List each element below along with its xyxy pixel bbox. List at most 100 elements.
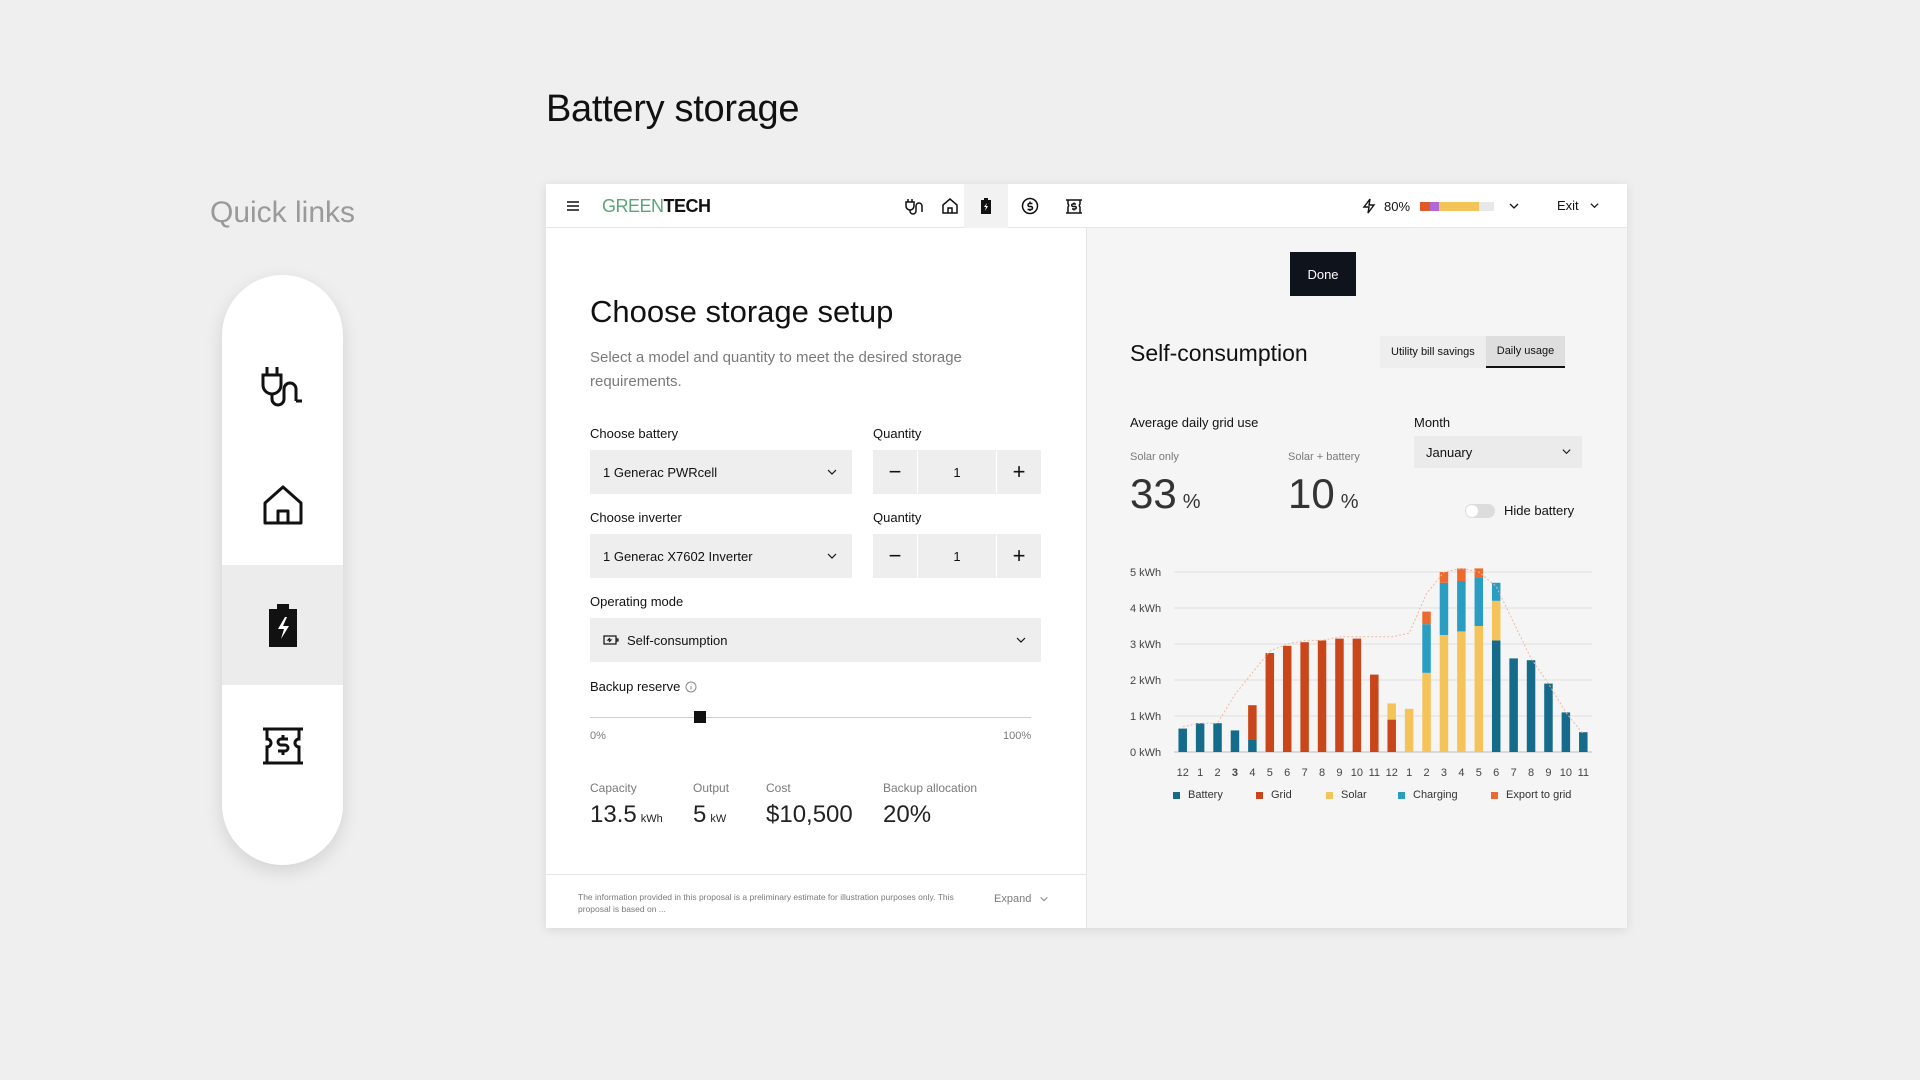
exit-button[interactable]: Exit bbox=[1557, 198, 1600, 213]
bar-battery[interactable] bbox=[1230, 730, 1240, 752]
decrement-button[interactable]: − bbox=[888, 459, 902, 484]
operating-mode-select[interactable]: Self-consumption bbox=[590, 618, 1041, 662]
backup-allocation-value: 20% bbox=[883, 801, 932, 828]
nav-savings[interactable] bbox=[1008, 184, 1052, 228]
bar-grid[interactable] bbox=[1282, 645, 1292, 752]
decrement-button[interactable]: − bbox=[888, 543, 902, 568]
bar-battery[interactable] bbox=[1491, 640, 1501, 752]
x-tick-label: 6 bbox=[1284, 767, 1290, 779]
quick-link-incentive[interactable] bbox=[222, 685, 343, 805]
quick-link-plug[interactable] bbox=[222, 325, 343, 445]
cost-label: Cost bbox=[766, 781, 791, 795]
top-navigation-bar: GREENTECH bbox=[546, 184, 1627, 228]
bar-charging[interactable] bbox=[1439, 582, 1449, 635]
nav-incentives[interactable] bbox=[1052, 184, 1096, 228]
bar-charging[interactable] bbox=[1491, 582, 1501, 601]
x-tick-label: 12 bbox=[1386, 767, 1398, 779]
backup-reserve-slider-thumb[interactable] bbox=[694, 711, 707, 723]
operating-mode-label: Operating mode bbox=[590, 594, 684, 609]
bar-grid[interactable] bbox=[1387, 719, 1396, 752]
done-button[interactable]: Done bbox=[1290, 252, 1356, 296]
bar-export-to-grid[interactable] bbox=[1457, 568, 1466, 581]
bar-export-to-grid[interactable] bbox=[1422, 611, 1431, 625]
bar-battery[interactable] bbox=[1248, 739, 1257, 752]
x-tick-label: 10 bbox=[1560, 767, 1572, 779]
bar-battery[interactable] bbox=[1526, 660, 1536, 752]
battery-select[interactable]: 1 Generac PWRcell bbox=[590, 450, 852, 494]
legend-charging: Charging bbox=[1398, 789, 1458, 801]
y-tick-label: 1 kWh bbox=[1130, 711, 1161, 723]
increment-button[interactable]: + bbox=[1012, 459, 1026, 484]
x-tick-label: 8 bbox=[1319, 767, 1325, 779]
bar-solar[interactable] bbox=[1491, 600, 1501, 641]
quick-link-home[interactable] bbox=[222, 445, 343, 565]
setup-subtitle: Select a model and quantity to meet the … bbox=[590, 349, 962, 390]
bar-solar[interactable] bbox=[1439, 635, 1449, 752]
bar-grid[interactable] bbox=[1300, 642, 1309, 752]
chevron-down-icon bbox=[1590, 203, 1599, 209]
expand-button[interactable]: Expand bbox=[994, 893, 1049, 905]
quick-link-battery[interactable] bbox=[222, 565, 343, 685]
logo: GREENTECH bbox=[602, 196, 711, 216]
solar-battery-value: 10% bbox=[1288, 470, 1359, 517]
bar-battery[interactable] bbox=[1561, 712, 1571, 752]
hide-battery-toggle[interactable] bbox=[1465, 504, 1495, 518]
y-tick-label: 5 kWh bbox=[1130, 567, 1161, 579]
legend-export-to-grid: Export to grid bbox=[1491, 789, 1571, 801]
increment-button[interactable]: + bbox=[1012, 543, 1026, 568]
backup-reserve-slider-track[interactable] bbox=[590, 717, 1031, 718]
month-select[interactable]: January bbox=[1414, 436, 1582, 468]
bar-export-to-grid[interactable] bbox=[1474, 568, 1484, 578]
quick-links-rail bbox=[222, 275, 343, 865]
info-icon[interactable] bbox=[685, 681, 697, 693]
nav-battery[interactable] bbox=[964, 184, 1008, 228]
bar-solar[interactable] bbox=[1422, 672, 1431, 752]
x-tick-label: 1 bbox=[1406, 767, 1412, 779]
disclaimer-text: The information provided in this proposa… bbox=[578, 892, 954, 914]
inverter-quantity-value[interactable]: 1 bbox=[917, 534, 997, 578]
energy-indicator[interactable]: 80% bbox=[1362, 197, 1520, 215]
bar-grid[interactable] bbox=[1352, 638, 1362, 752]
x-tick-label: 2 bbox=[1423, 767, 1429, 779]
bar-export-to-grid[interactable] bbox=[1439, 572, 1449, 583]
tab-utility-bill-savings[interactable]: Utility bill savings bbox=[1380, 336, 1486, 368]
battery-quantity-value[interactable]: 1 bbox=[917, 450, 997, 494]
battery-label: Choose battery bbox=[590, 426, 679, 441]
tab-daily-usage[interactable]: Daily usage bbox=[1485, 336, 1566, 368]
inverter-select[interactable]: 1 Generac X7602 Inverter bbox=[590, 534, 852, 578]
bar-charging[interactable] bbox=[1457, 581, 1466, 632]
bar-grid[interactable] bbox=[1317, 640, 1327, 752]
solar-only-label: Solar only bbox=[1130, 451, 1179, 463]
bar-grid[interactable] bbox=[1265, 653, 1275, 752]
bar-charging[interactable] bbox=[1422, 624, 1431, 673]
bar-solar[interactable] bbox=[1457, 631, 1466, 752]
bar-battery[interactable] bbox=[1213, 723, 1222, 752]
bar-grid[interactable] bbox=[1248, 705, 1257, 740]
bar-battery[interactable] bbox=[1579, 732, 1588, 752]
x-tick-label: 7 bbox=[1302, 767, 1308, 779]
bar-battery[interactable] bbox=[1544, 683, 1553, 752]
output-value: 5 kW bbox=[693, 801, 727, 828]
bar-grid[interactable] bbox=[1335, 638, 1344, 752]
bar-battery[interactable] bbox=[1195, 723, 1205, 752]
chevron-down-icon bbox=[1562, 449, 1571, 455]
hide-battery-label: Hide battery bbox=[1504, 503, 1575, 518]
solar-battery-label: Solar + battery bbox=[1288, 451, 1360, 463]
bar-battery[interactable] bbox=[1509, 658, 1518, 752]
bar-solar[interactable] bbox=[1474, 626, 1484, 752]
bar-charging[interactable] bbox=[1474, 577, 1484, 626]
backup-allocation-label: Backup allocation bbox=[883, 781, 978, 795]
backup-reserve-label: Backup reserve bbox=[590, 679, 697, 694]
bar-solar[interactable] bbox=[1404, 708, 1414, 752]
dollar-circle-icon bbox=[1021, 197, 1039, 215]
nav-plug[interactable] bbox=[892, 184, 936, 228]
chevron-down-icon bbox=[1016, 637, 1026, 643]
lightning-icon bbox=[1362, 198, 1376, 214]
menu-icon[interactable] bbox=[564, 197, 582, 215]
bar-solar[interactable] bbox=[1387, 703, 1396, 720]
nav-home[interactable] bbox=[928, 184, 972, 228]
bar-grid[interactable] bbox=[1370, 674, 1379, 752]
chevron-down-icon bbox=[1509, 203, 1519, 209]
bar-battery[interactable] bbox=[1178, 728, 1187, 752]
